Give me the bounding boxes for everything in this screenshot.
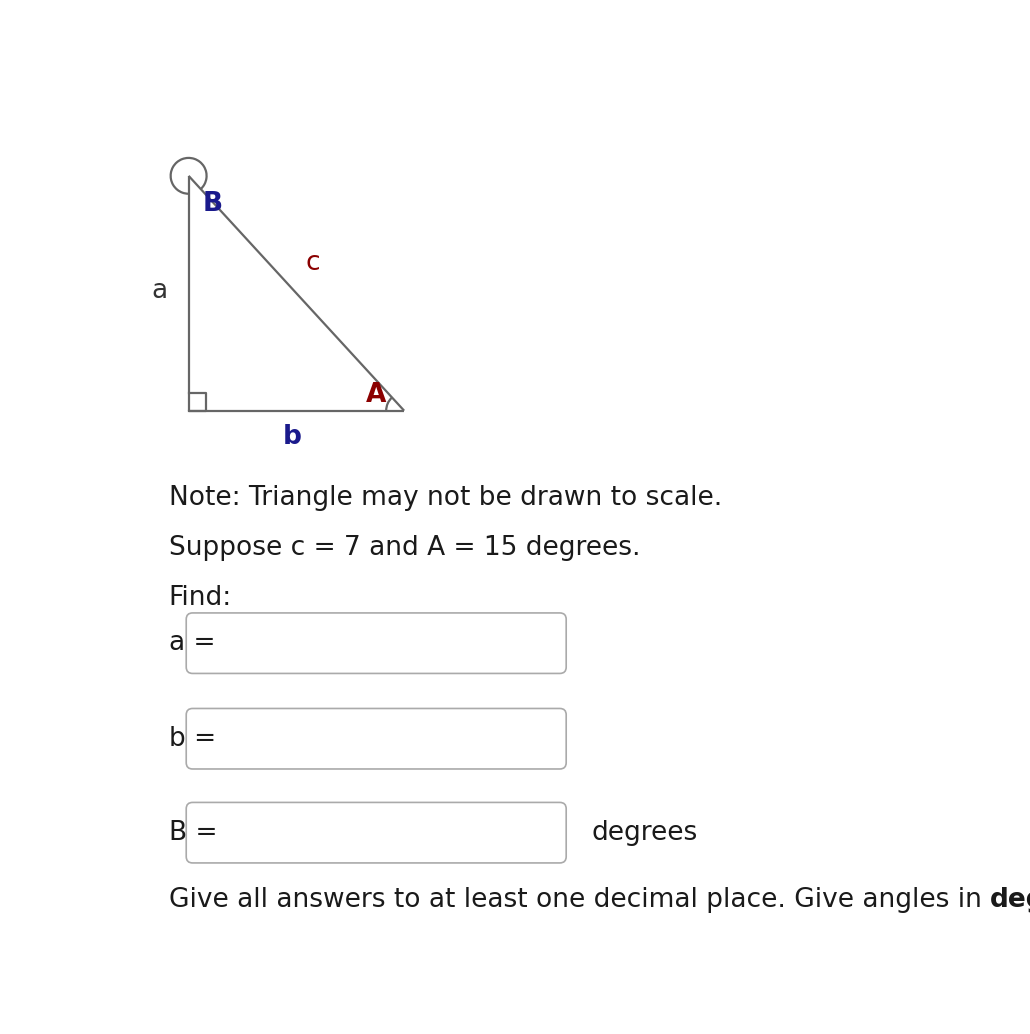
Text: Note: Triangle may not be drawn to scale.: Note: Triangle may not be drawn to scale… (169, 485, 722, 511)
FancyBboxPatch shape (186, 802, 566, 863)
FancyBboxPatch shape (186, 613, 566, 673)
Text: degrees: degrees (990, 886, 1030, 913)
FancyBboxPatch shape (186, 708, 566, 769)
Text: a =: a = (169, 630, 215, 657)
Text: Suppose c = 7 and A = 15 degrees.: Suppose c = 7 and A = 15 degrees. (169, 535, 641, 560)
Text: c: c (305, 250, 319, 276)
Text: b: b (283, 424, 302, 450)
Text: Find:: Find: (169, 585, 232, 611)
Text: degrees: degrees (591, 820, 698, 846)
Text: Give all answers to at least one decimal place. Give angles in: Give all answers to at least one decimal… (169, 886, 990, 913)
Text: B =: B = (169, 820, 217, 846)
Text: A: A (366, 382, 386, 407)
Text: b =: b = (169, 726, 216, 752)
Text: a: a (151, 278, 167, 304)
Text: B: B (203, 190, 222, 217)
